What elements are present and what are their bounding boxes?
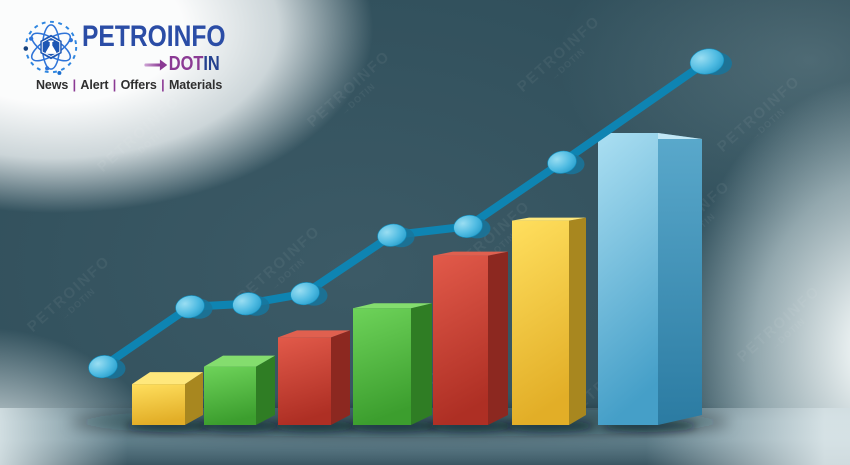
bar-top [433, 251, 508, 256]
bar-front [204, 366, 256, 425]
bar-top [132, 372, 203, 385]
atom-flask-icon [23, 20, 78, 75]
bar-top [278, 330, 350, 338]
trend-dot [377, 223, 407, 247]
bar-side [331, 330, 350, 425]
petroinfo-logo[interactable]: PETROINFO DOTIN News | Alert | Offers | … [22, 12, 252, 104]
bar-front [353, 308, 411, 425]
brand-dot: DOT [168, 53, 204, 75]
brand-in: IN [203, 53, 220, 75]
bar-front [512, 220, 569, 425]
logo-tagline: News | Alert | Offers | Materials [36, 78, 223, 92]
bar-side [658, 133, 702, 425]
bar-side [569, 217, 586, 425]
bar-side [488, 251, 508, 425]
bar-side [256, 355, 275, 425]
bar-side [185, 372, 203, 425]
bar-front [278, 337, 331, 425]
trend-dot [232, 292, 262, 316]
brand-name: PETROINFO [82, 20, 226, 53]
arrow-icon [144, 59, 168, 71]
bar-front [132, 384, 185, 425]
bar-side [411, 303, 432, 425]
bar-top [204, 355, 275, 367]
brand-subline: DOTIN [82, 53, 220, 76]
trend-dot [547, 150, 577, 174]
bar-top [512, 217, 586, 221]
trend-dot [453, 214, 483, 238]
bar-front [433, 255, 488, 425]
bar-front [598, 133, 658, 425]
trend-dot [689, 48, 725, 75]
bar-top [353, 303, 432, 309]
trend-dot [290, 282, 320, 306]
trend-dot [175, 295, 205, 319]
trend-dot [88, 355, 118, 379]
